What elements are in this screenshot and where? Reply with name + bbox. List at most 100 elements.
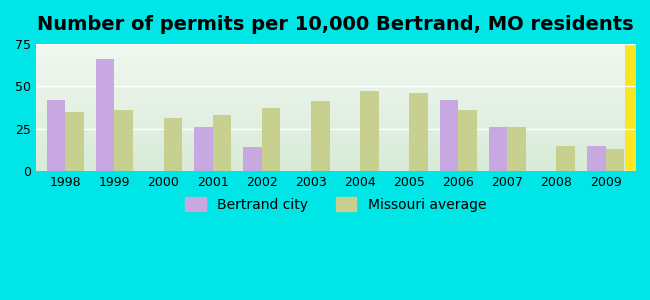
Bar [36,130,625,131]
Bar [36,69,625,70]
Bar [36,58,625,59]
Bar [36,119,625,120]
Bar [36,85,625,86]
Bar [36,63,625,64]
Bar [36,135,625,136]
Bar [36,106,625,107]
Bar [36,68,625,69]
Bar [36,146,625,147]
Bar [36,44,625,45]
Bar [36,136,625,138]
Bar [458,110,477,171]
Bar [36,170,625,171]
Bar [36,134,625,135]
Bar [36,64,625,65]
Bar [36,86,625,87]
Bar [36,129,625,130]
Bar [36,48,625,49]
Bar [36,116,625,118]
Bar [439,100,458,171]
Bar [36,127,625,128]
Bar [36,78,625,80]
Bar [36,138,625,139]
Bar [36,52,625,53]
Bar [36,62,625,63]
Bar [36,57,625,58]
Bar [489,127,507,171]
Bar [36,167,625,168]
Bar [36,114,625,115]
Bar [409,93,428,171]
Bar [36,118,625,119]
Bar [36,60,625,62]
Bar [36,83,625,85]
Bar [36,80,625,81]
Bar [36,46,625,48]
Bar [36,123,625,124]
Bar [36,70,625,72]
Bar [36,103,625,105]
Bar [262,108,280,171]
Bar [36,128,625,129]
Bar [36,115,625,116]
Bar [36,96,625,97]
Bar [36,82,625,83]
Bar [36,140,625,142]
Bar [36,72,625,73]
Bar [36,157,625,158]
Bar [606,149,624,171]
Bar [36,77,625,78]
Bar [96,59,114,171]
Bar [36,53,625,54]
Bar [507,127,526,171]
Bar [36,81,625,82]
Bar [36,131,625,133]
Bar [36,49,625,50]
Bar [36,100,625,101]
Bar [36,112,625,114]
Bar [36,139,625,140]
Bar [36,142,625,143]
Bar [36,50,625,52]
Bar [36,98,625,100]
Title: Number of permits per 10,000 Bertrand, MO residents: Number of permits per 10,000 Bertrand, M… [37,15,634,34]
Bar [164,118,182,171]
Bar [36,163,625,165]
Bar [36,158,625,160]
Bar [36,148,625,149]
Bar [36,95,625,96]
Bar [36,90,625,91]
Bar [36,166,625,167]
Bar [36,74,625,76]
Bar [36,165,625,166]
Bar [36,76,625,77]
Bar [47,100,66,171]
Bar [194,127,213,171]
Bar [36,97,625,98]
Bar [36,120,625,122]
Bar [587,146,606,171]
Bar [36,151,625,152]
Bar [36,152,625,153]
Bar [36,67,625,68]
Bar [36,92,625,93]
Bar [66,112,84,171]
Bar [36,101,625,102]
Bar [360,91,379,171]
Bar [36,160,625,161]
Bar [36,107,625,109]
Bar [36,87,625,88]
Bar [36,125,625,127]
Bar [36,54,625,55]
Bar [36,168,625,170]
Bar [36,162,625,163]
Bar [36,105,625,106]
Bar [36,73,625,74]
Bar [36,149,625,151]
Bar [36,88,625,90]
Bar [36,154,625,156]
Bar [36,144,625,145]
Bar [36,91,625,92]
Bar [36,111,625,112]
Bar [114,110,133,171]
